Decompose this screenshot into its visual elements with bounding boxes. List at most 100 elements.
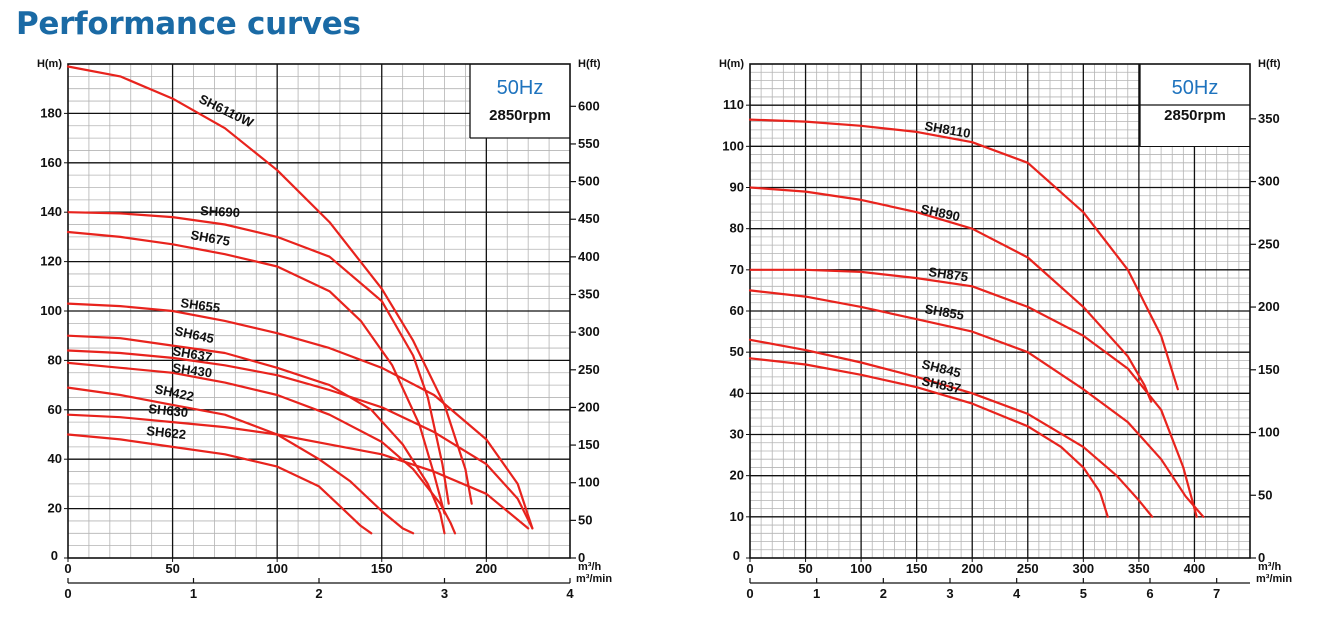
y-tick-label: 110 — [723, 97, 744, 112]
y-tick-label: 70 — [730, 262, 744, 277]
y-tick-label: 60 — [730, 303, 744, 318]
x-axis-label: m³/h — [578, 561, 602, 573]
y2-tick-label: 300 — [578, 324, 600, 339]
y-tick-label: 80 — [48, 352, 62, 367]
curve-label-sh690: SH690 — [200, 203, 240, 220]
y-tick-label: 160 — [40, 155, 62, 170]
curve-sh837 — [748, 357, 1109, 518]
y2-tick-label: 50 — [1258, 487, 1272, 502]
x2-tick-label: 7 — [1213, 586, 1220, 601]
curve-label-sh655: SH655 — [180, 295, 221, 315]
x-tick-label: 150 — [906, 561, 928, 576]
x2-tick-label: 4 — [566, 586, 574, 601]
y-tick-label: 60 — [48, 402, 62, 417]
curve-label-sh430: SH430 — [172, 360, 213, 380]
curve-label-sh630: SH630 — [148, 401, 189, 420]
curve-sh690 — [66, 211, 450, 505]
x-tick-label: 100 — [266, 561, 288, 576]
y2-tick-label: 250 — [578, 362, 600, 377]
y-tick-label: 180 — [40, 105, 62, 120]
frequency-label: 50Hz — [497, 77, 544, 99]
x-tick-label: 400 — [1184, 561, 1206, 576]
curve-sh890 — [748, 186, 1153, 403]
x2-axis-label: m³/min — [1256, 573, 1292, 585]
x2-tick-label: 5 — [1080, 586, 1087, 601]
y-axis-label: H(m) — [719, 58, 744, 70]
curve-label-sh622: SH622 — [146, 423, 187, 442]
y-tick-label: 120 — [40, 254, 62, 269]
y2-tick-label: 100 — [1258, 425, 1280, 440]
chart-right: 50Hz2850rpmSH8110SH890SH875SH855SH845SH8… — [719, 58, 1292, 601]
chart-left: 50Hz2850rpmSH6110WSH690SH675SH655SH645SH… — [37, 58, 612, 601]
x2-tick-label: 1 — [190, 586, 197, 601]
speed-label: 2850rpm — [489, 107, 551, 124]
curve-sh845 — [748, 338, 1154, 518]
x2-tick-label: 4 — [1013, 586, 1021, 601]
y2-tick-label: 350 — [578, 287, 600, 302]
curve-label-sh645: SH645 — [173, 323, 215, 346]
x-tick-label: 100 — [850, 561, 872, 576]
curve-sh622 — [66, 433, 373, 535]
x-tick-label: 50 — [165, 561, 179, 576]
curve-label-sh637: SH637 — [171, 343, 213, 365]
y2-tick-label: 100 — [578, 475, 600, 490]
y-tick-label: 50 — [730, 344, 744, 359]
info-box — [470, 64, 570, 138]
x-tick-label: 300 — [1072, 561, 1094, 576]
x2-tick-label: 6 — [1146, 586, 1153, 601]
x2-tick-label: 0 — [64, 586, 71, 601]
x-tick-label: 350 — [1128, 561, 1150, 576]
y-tick-label: 0 — [51, 548, 58, 563]
x-tick-label: 200 — [475, 561, 497, 576]
y2-tick-label: 50 — [578, 512, 592, 527]
y2-tick-label: 200 — [578, 399, 600, 414]
y2-tick-label: 250 — [1258, 236, 1280, 251]
y2-tick-label: 500 — [578, 174, 600, 189]
curve-label-sh855: SH855 — [923, 301, 965, 323]
y2-tick-label: 550 — [578, 136, 600, 151]
y-tick-label: 100 — [722, 138, 744, 153]
x2-tick-label: 3 — [441, 586, 448, 601]
y2-axis-label: H(ft) — [578, 58, 601, 70]
page-title: Performance curves — [16, 6, 361, 42]
x-axis-label: m³/h — [1258, 561, 1282, 573]
x2-tick-label: 0 — [746, 586, 753, 601]
y-tick-label: 30 — [730, 427, 744, 442]
curve-sh637 — [66, 349, 534, 530]
y2-tick-label: 300 — [1258, 174, 1280, 189]
y2-tick-label: 350 — [1258, 111, 1280, 126]
x-tick-label: 0 — [64, 561, 71, 576]
y2-tick-label: 0 — [578, 550, 585, 565]
x2-tick-label: 2 — [880, 586, 887, 601]
x2-tick-label: 1 — [813, 586, 820, 601]
y-tick-label: 20 — [48, 501, 62, 516]
curve-sh875 — [748, 268, 1198, 518]
y-axis-label: H(m) — [37, 58, 62, 70]
curve-sh655 — [66, 302, 534, 530]
x-tick-label: 0 — [746, 561, 753, 576]
y-tick-label: 90 — [730, 180, 744, 195]
y2-tick-label: 400 — [578, 249, 600, 264]
curve-sh422 — [66, 386, 415, 535]
speed-label: 2850rpm — [1164, 107, 1226, 124]
y-tick-label: 80 — [730, 221, 744, 236]
curve-sh6110w — [66, 65, 473, 505]
curve-sh8110 — [748, 118, 1179, 391]
curve-label-sh875: SH875 — [928, 264, 969, 284]
y2-tick-label: 150 — [1258, 362, 1280, 377]
y-tick-label: 10 — [730, 509, 744, 524]
x-tick-label: 150 — [371, 561, 393, 576]
y-tick-label: 140 — [40, 204, 62, 219]
x-tick-label: 250 — [1017, 561, 1039, 576]
x2-tick-label: 2 — [315, 586, 322, 601]
y-tick-label: 20 — [730, 468, 744, 483]
y-tick-label: 40 — [48, 451, 62, 466]
x2-axis-label: m³/min — [576, 573, 612, 585]
y-tick-label: 40 — [730, 385, 744, 400]
y2-tick-label: 450 — [578, 211, 600, 226]
x-tick-label: 50 — [798, 561, 812, 576]
curve-sh855 — [748, 289, 1205, 518]
x-tick-label: 200 — [961, 561, 983, 576]
y2-tick-label: 0 — [1258, 550, 1265, 565]
y-tick-label: 100 — [40, 303, 62, 318]
